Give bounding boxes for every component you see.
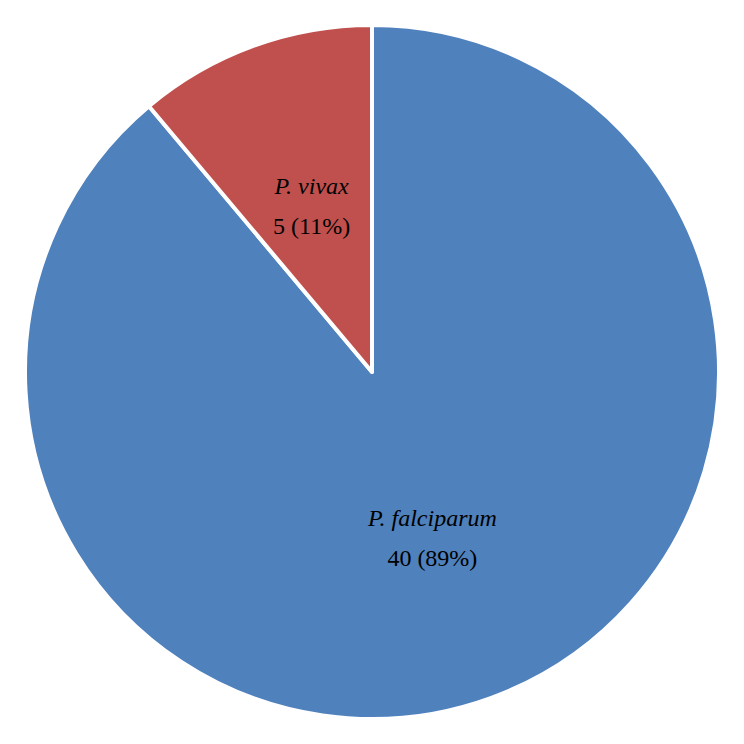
svg-text:5 (11%): 5 (11%) (273, 213, 350, 239)
svg-text:40 (89%): 40 (89%) (387, 545, 477, 571)
svg-text:P. vivax: P. vivax (274, 173, 350, 199)
svg-text:P. falciparum: P. falciparum (367, 505, 497, 531)
